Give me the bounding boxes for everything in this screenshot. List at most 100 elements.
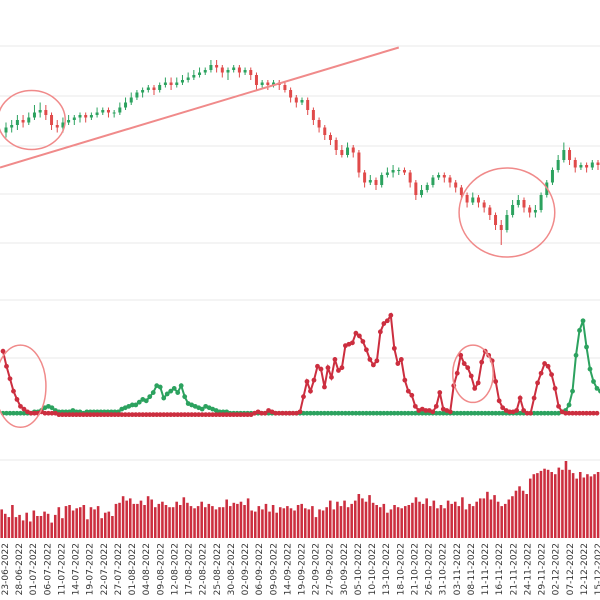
indicator-point xyxy=(182,394,188,400)
x-tick-label: 02-09-2022 xyxy=(241,543,251,595)
volume-bar xyxy=(118,502,121,538)
indicator-point xyxy=(84,412,90,418)
volume-bar xyxy=(525,494,528,538)
candle-body xyxy=(254,75,258,85)
indicator-point xyxy=(185,412,191,418)
indicator-point xyxy=(115,412,121,418)
volume-bar xyxy=(7,517,11,538)
volume-bar xyxy=(303,508,307,538)
candle-body xyxy=(476,197,480,203)
candle-body xyxy=(465,195,469,203)
indicator-point xyxy=(412,403,418,409)
volume-bar xyxy=(50,522,53,538)
volume-bar xyxy=(411,502,414,538)
volume-bar xyxy=(396,507,400,538)
candle-body xyxy=(135,92,139,98)
indicator-point xyxy=(549,372,554,377)
volume-bar xyxy=(239,501,243,538)
volume-bar xyxy=(421,503,425,538)
indicator-point xyxy=(112,412,118,418)
volume-bar xyxy=(3,513,7,538)
indicator-point xyxy=(77,412,83,418)
indicator-point xyxy=(182,412,188,418)
candle-body xyxy=(550,170,554,183)
volume-bar xyxy=(578,472,582,538)
indicator-point xyxy=(304,410,310,416)
volume-bar xyxy=(475,501,478,538)
volume-bar xyxy=(339,506,343,538)
x-tick-label: 15-12-2022 xyxy=(594,543,600,595)
indicator-point xyxy=(468,410,474,416)
volume-bar xyxy=(186,502,189,538)
candle-body xyxy=(511,205,515,215)
indicator-point xyxy=(594,386,600,391)
indicator-point xyxy=(563,410,568,416)
indicator-point xyxy=(489,410,495,416)
indicator-point xyxy=(217,412,223,418)
indicator-point xyxy=(486,410,492,416)
indicator-point xyxy=(370,410,376,416)
volume-bar xyxy=(93,509,96,538)
volume-bar xyxy=(353,500,357,538)
indicator-point xyxy=(391,410,397,416)
candle-body xyxy=(141,90,145,93)
indicator-point xyxy=(80,412,86,418)
volume-bar xyxy=(503,503,507,538)
indicator-point xyxy=(580,410,586,416)
candle-body xyxy=(84,115,88,118)
volume-bar xyxy=(539,470,543,538)
indicator-point xyxy=(398,410,404,416)
volume-bar xyxy=(75,508,78,538)
indicator-point xyxy=(11,388,16,394)
volume-bar xyxy=(357,494,361,538)
indicator-point xyxy=(21,406,27,412)
volume-bar xyxy=(321,510,325,538)
candle-body xyxy=(306,100,310,110)
volume-bar xyxy=(446,500,450,538)
candle-body xyxy=(556,160,560,170)
indicator-point xyxy=(479,410,485,416)
indicator-point xyxy=(384,410,390,416)
volume-bar xyxy=(64,506,68,538)
volume-bar xyxy=(36,516,39,538)
candle-body xyxy=(237,67,241,73)
volume-bar xyxy=(161,501,164,538)
indicator-point xyxy=(178,383,184,389)
indicator-point xyxy=(374,410,380,416)
indicator-point xyxy=(164,391,170,397)
indicator-point xyxy=(496,410,502,416)
volume-bar xyxy=(336,501,339,538)
volume-bar xyxy=(289,508,293,538)
candle-body xyxy=(420,190,424,195)
indicator-point xyxy=(538,410,544,416)
candle-body xyxy=(215,65,219,68)
candle-body xyxy=(38,110,42,113)
candle-body xyxy=(368,180,372,183)
indicator-point xyxy=(339,410,345,416)
candle-body xyxy=(573,160,577,168)
indicator-point xyxy=(395,410,401,416)
indicator-point xyxy=(521,408,527,413)
x-tick-label: 08-11-2022 xyxy=(467,543,477,595)
indicator-point xyxy=(122,412,128,418)
indicator-point xyxy=(472,386,478,391)
indicator-point xyxy=(475,410,481,416)
volume-bar xyxy=(82,505,86,538)
indicator-point xyxy=(108,412,114,418)
indicator-point xyxy=(178,412,184,418)
candle-body xyxy=(357,152,361,173)
indicator-point xyxy=(150,390,156,395)
indicator-point xyxy=(290,410,296,416)
volume-bar xyxy=(428,506,432,538)
candle-body xyxy=(471,197,475,203)
volume-bar xyxy=(532,474,536,538)
indicator-point xyxy=(587,410,593,416)
x-tick-label: 13-10-2022 xyxy=(382,543,392,595)
indicator-point xyxy=(49,405,55,411)
indicator-point xyxy=(325,365,331,371)
x-tick-label: 07-12-2022 xyxy=(566,543,576,595)
indicator-point xyxy=(325,410,331,416)
candle-body xyxy=(590,162,594,168)
x-tick-label: 01-07-2022 xyxy=(29,543,39,595)
